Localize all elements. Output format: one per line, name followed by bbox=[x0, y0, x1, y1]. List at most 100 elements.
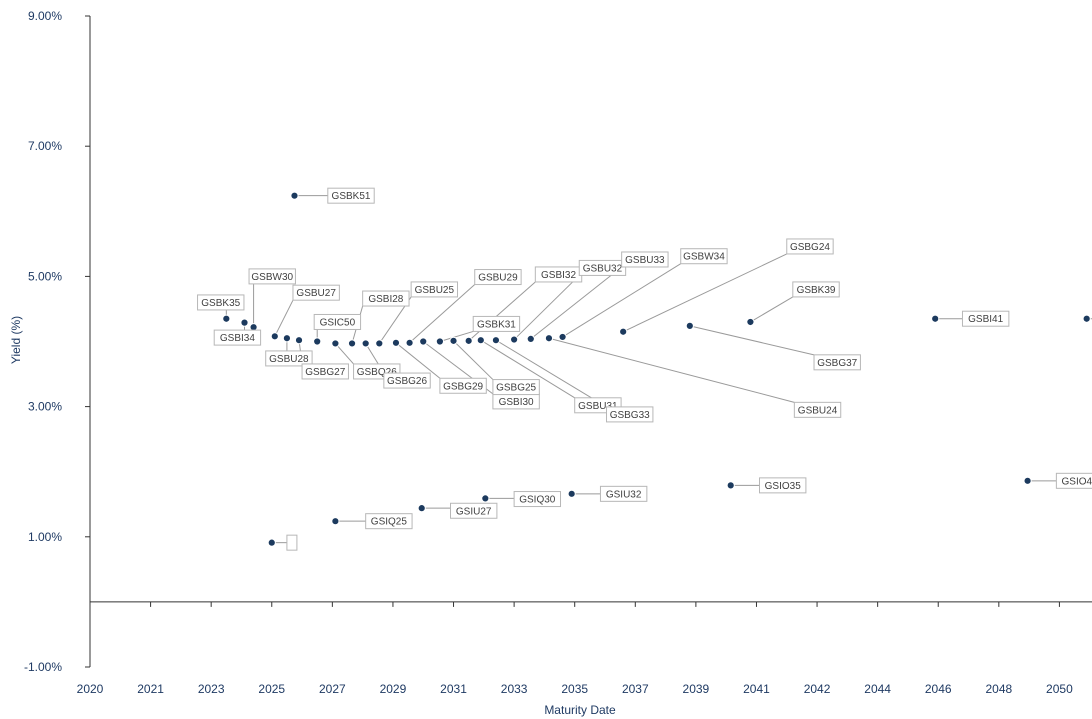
x-tick-label: 2041 bbox=[743, 682, 770, 696]
point-label-box bbox=[248, 268, 296, 285]
point-label-box bbox=[213, 329, 262, 346]
data-point bbox=[481, 494, 490, 503]
data-point bbox=[313, 337, 322, 346]
data-point bbox=[619, 327, 628, 336]
point-label-box bbox=[474, 269, 522, 286]
y-tick-label: 5.00% bbox=[28, 269, 62, 283]
point-label-box bbox=[292, 284, 340, 301]
data-point bbox=[1023, 476, 1032, 485]
label-leader-line bbox=[480, 339, 575, 399]
y-tick-label: 3.00% bbox=[28, 400, 62, 414]
point-label: GSBW30 bbox=[251, 272, 293, 283]
data-point bbox=[417, 504, 426, 513]
data-point bbox=[361, 339, 370, 348]
point-label: GSBU29 bbox=[478, 273, 518, 284]
y-tick-label: 7.00% bbox=[28, 139, 62, 153]
label-leader-line bbox=[335, 343, 354, 365]
data-point bbox=[282, 334, 292, 343]
data-point bbox=[391, 338, 401, 347]
label-leader-line bbox=[562, 263, 681, 338]
data-point bbox=[726, 481, 735, 490]
data-point bbox=[375, 339, 384, 348]
label-leader-line bbox=[395, 342, 441, 379]
point-label-box bbox=[286, 534, 298, 551]
point-label: GSIQ25 bbox=[371, 517, 408, 528]
point-label-box bbox=[472, 315, 521, 332]
data-point bbox=[267, 538, 276, 547]
point-label-box bbox=[439, 377, 487, 394]
point-label-box bbox=[383, 372, 431, 389]
data-points bbox=[222, 191, 1091, 547]
point-label: GSIO40 bbox=[1062, 476, 1092, 487]
point-label: GSBG33 bbox=[610, 410, 650, 421]
point-label-box bbox=[621, 251, 669, 268]
point-label-box bbox=[492, 379, 540, 396]
point-label: GSBG27 bbox=[305, 367, 345, 378]
data-point bbox=[464, 336, 473, 345]
y-axis-title: Yield (%) bbox=[9, 316, 23, 364]
point-label-box bbox=[792, 281, 840, 298]
x-tick-label: 2027 bbox=[319, 682, 346, 696]
data-point bbox=[290, 191, 299, 200]
label-leader-line bbox=[548, 337, 795, 403]
point-label: GSBI34 bbox=[220, 333, 255, 344]
point-label: GSIQ30 bbox=[519, 495, 556, 506]
point-label-box bbox=[327, 187, 375, 204]
point-label-box bbox=[301, 363, 349, 380]
label-leader-line bbox=[622, 253, 787, 333]
point-label-box bbox=[961, 310, 1010, 327]
data-point bbox=[685, 321, 694, 330]
data-point bbox=[1082, 314, 1091, 323]
point-label: GSBG29 bbox=[443, 381, 483, 392]
point-label: GSBU27 bbox=[296, 288, 336, 299]
data-point bbox=[331, 339, 340, 348]
x-tick-label: 2029 bbox=[380, 682, 407, 696]
data-point bbox=[435, 337, 444, 346]
point-label: GSIU32 bbox=[606, 489, 642, 500]
data-point bbox=[558, 332, 567, 342]
data-point bbox=[347, 339, 357, 348]
data-point bbox=[510, 335, 519, 344]
point-label: GSBW34 bbox=[683, 252, 725, 263]
data-point bbox=[240, 318, 249, 327]
point-label: GSBU31 bbox=[578, 401, 618, 412]
x-tick-label: 2042 bbox=[804, 682, 831, 696]
x-tick-label: 2033 bbox=[501, 682, 528, 696]
point-label-box bbox=[365, 513, 413, 530]
point-label: GSIU27 bbox=[456, 506, 492, 517]
data-point bbox=[567, 489, 576, 498]
point-label: GSBQ26 bbox=[357, 367, 397, 378]
point-label-box bbox=[450, 502, 498, 519]
point-label: GSBI30 bbox=[499, 397, 534, 408]
point-label: GSBG25 bbox=[496, 383, 536, 394]
x-axis-title: Maturity Date bbox=[544, 703, 616, 717]
data-point bbox=[449, 336, 458, 345]
label-leader-line bbox=[689, 325, 815, 356]
data-point bbox=[222, 314, 231, 323]
data-point bbox=[405, 338, 414, 347]
data-point bbox=[476, 336, 485, 345]
point-label-box bbox=[265, 350, 313, 367]
point-label: GSBU24 bbox=[798, 405, 838, 416]
point-label-box bbox=[362, 290, 410, 307]
x-tick-label: 2025 bbox=[258, 682, 285, 696]
point-label-box bbox=[680, 248, 728, 265]
x-tick-label: 2031 bbox=[440, 682, 467, 696]
y-tick-label: 9.00% bbox=[28, 9, 62, 23]
label-leader-line bbox=[750, 296, 794, 323]
y-tick-label: 1.00% bbox=[28, 530, 62, 544]
point-label-box bbox=[759, 477, 807, 494]
point-label-box bbox=[197, 294, 245, 311]
point-label: GSBI28 bbox=[368, 294, 403, 305]
point-label-box bbox=[1055, 472, 1092, 489]
label-leader-line bbox=[513, 275, 580, 340]
point-label: GSBU32 bbox=[583, 263, 623, 274]
data-point bbox=[931, 314, 940, 323]
point-label-box bbox=[599, 485, 648, 502]
label-leader-line bbox=[439, 330, 474, 342]
x-tick-label: 2050 bbox=[1046, 682, 1073, 696]
point-label: GSBK31 bbox=[477, 319, 516, 330]
point-label: GSIO35 bbox=[765, 481, 802, 492]
data-point bbox=[526, 334, 535, 343]
